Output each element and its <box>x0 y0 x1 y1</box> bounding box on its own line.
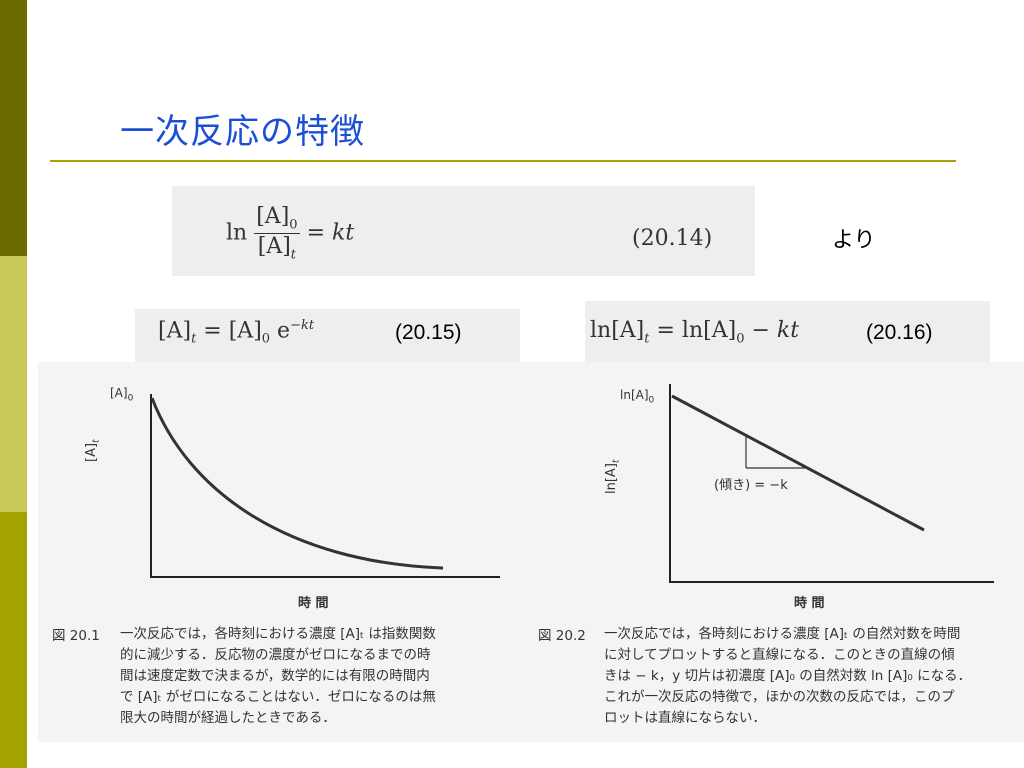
fig1-y-top-label: [A]0 <box>110 386 134 404</box>
equation-20-16: ln[A]t = ln[A]0 − kt <box>590 318 800 347</box>
equation-20-16-box <box>585 301 990 362</box>
fig2-x-axis-label: 時 間 <box>794 596 825 611</box>
fig2-caption: 一次反応では，各時刻における濃度 [A]ₜ の自然対数を時間 に対してプロットす… <box>604 626 972 726</box>
eq1-ln: ln <box>226 220 248 246</box>
fig1-y-axis-label: [A]t <box>84 439 102 462</box>
figure-20-2-plot <box>669 384 994 583</box>
equation-20-14: ln [A]0 [A]t = kt <box>226 204 354 263</box>
figure-20-1: [A]0 [A]t 時 間 図 20.1 一次反応では，各時刻における濃度 [A… <box>38 362 524 742</box>
equation-20-14-number: (20.14) <box>632 226 713 251</box>
sidebar-band-light <box>0 256 27 512</box>
sidebar-band-dark <box>0 0 27 256</box>
equation-20-14-box <box>172 186 755 276</box>
title-underline <box>50 160 956 162</box>
figure-20-2: ln[A]0 ln[A]t (傾き) = −k 時 間 図 20.2 一次反応で… <box>524 362 1024 742</box>
eq1-fraction: [A]0 [A]t <box>254 204 300 263</box>
sidebar-band-mid <box>0 512 27 768</box>
eq1-rhs: = kt <box>306 220 355 246</box>
fig1-caption: 一次反応では，各時刻における濃度 [A]ₜ は指数関数 的に減少する．反応物の濃… <box>120 626 436 726</box>
fig1-x-axis-label: 時 間 <box>298 596 329 611</box>
equation-20-15-number: (20.15) <box>395 321 462 344</box>
fig1-caption-label: 図 20.1 <box>52 628 100 644</box>
equation-20-16-number: (20.16) <box>866 321 933 344</box>
eq1-numerator: [A]0 <box>254 204 300 234</box>
figure-20-1-plot <box>150 394 500 578</box>
fig2-slope-label: (傾き) = −k <box>714 478 788 493</box>
eq1-denominator: [A]t <box>257 233 297 263</box>
equation-20-15: [A]t = [A]0 e−kt <box>158 318 315 347</box>
equation-20-15-box <box>135 309 520 362</box>
fig2-y-axis-label: ln[A]t <box>604 459 622 494</box>
fig2-y-top-label: ln[A]0 <box>620 388 655 406</box>
fig2-caption-label: 図 20.2 <box>538 628 586 644</box>
yori-text: より <box>832 227 876 252</box>
slide-title: 一次反応の特徴 <box>120 112 365 152</box>
